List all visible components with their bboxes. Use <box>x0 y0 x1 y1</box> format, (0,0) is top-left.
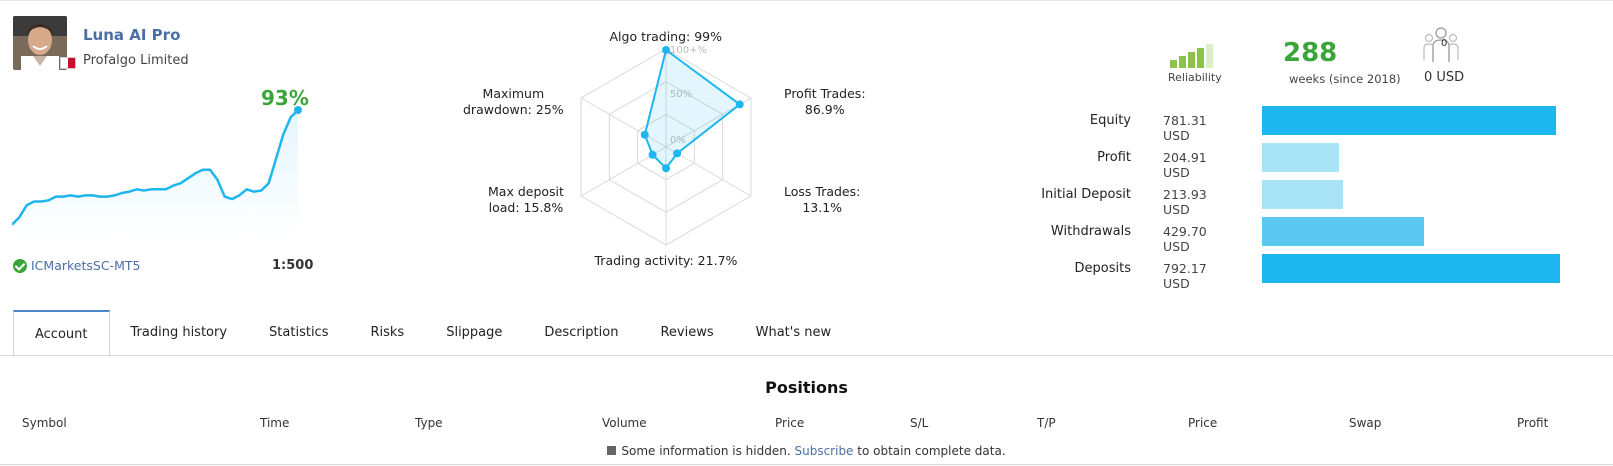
hidden-info-note: Some information is hidden. Subscribe to… <box>0 444 1613 458</box>
country-flag-icon <box>60 57 76 69</box>
radar-axis-label: Trading activity: 21.7% <box>594 253 738 268</box>
radar-axis-label: Maximum drawdown: 25% <box>463 86 564 117</box>
company-name: Profalgo Limited <box>83 53 189 68</box>
radar-axis <box>580 97 667 148</box>
growth-chart <box>12 106 302 240</box>
finance-bar <box>1262 106 1556 135</box>
finance-value: 429.70 USD <box>1163 224 1207 254</box>
top-divider <box>0 0 1613 1</box>
note-prefix: Some information is hidden. <box>621 444 791 458</box>
growth-line <box>12 109 299 226</box>
subscribers-usd: 0 USD <box>1424 70 1465 85</box>
radar-axis-label: Max deposit load: 15.8% <box>488 184 564 215</box>
tab-description[interactable]: Description <box>544 324 619 340</box>
radar-axis-label: Algo trading: 99% <box>609 29 723 44</box>
subscribe-link[interactable]: Subscribe <box>794 444 854 458</box>
finance-bar <box>1262 180 1343 209</box>
tab-account[interactable]: Account <box>13 310 110 357</box>
tab-risks[interactable]: Risks <box>370 324 405 340</box>
positions-title: Positions <box>765 378 848 397</box>
finance-label: Withdrawals <box>1050 224 1131 239</box>
avatar[interactable] <box>13 16 67 70</box>
radar-point[interactable] <box>673 149 682 158</box>
radar-point[interactable] <box>735 100 744 109</box>
column-header[interactable]: Volume <box>602 416 647 430</box>
finance-label: Profit <box>1097 150 1131 165</box>
radar-grid-label: 50% <box>670 89 692 100</box>
radar-grid-label: 100+% <box>670 45 707 56</box>
radar-grid-label: 0% <box>670 135 686 146</box>
tab-bar: Account Trading history Statistics Risks Sli… <box>13 310 852 357</box>
radar-point[interactable] <box>662 164 670 173</box>
column-header[interactable]: Profit <box>1517 416 1549 430</box>
column-header[interactable]: S/L <box>910 416 929 430</box>
tab-trading-history[interactable]: Trading history <box>130 324 228 340</box>
tab-reviews[interactable]: Reviews <box>660 324 714 340</box>
column-header[interactable]: Price <box>1188 416 1218 430</box>
radar-axis-label: Profit Trades: 86.9% <box>784 86 866 117</box>
column-header[interactable]: Time <box>260 416 290 430</box>
growth-percent: 93% <box>261 86 309 110</box>
radar-point[interactable] <box>662 45 670 54</box>
tab-statistics[interactable]: Statistics <box>269 324 329 340</box>
finance-value: 213.93 USD <box>1163 187 1207 217</box>
finance-bar <box>1262 217 1424 246</box>
column-header[interactable]: Type <box>415 416 443 430</box>
column-header[interactable]: Swap <box>1349 416 1382 430</box>
verified-check-icon <box>13 258 27 273</box>
finance-bar <box>1262 254 1560 283</box>
growth-area <box>12 110 298 240</box>
growth-end-point[interactable] <box>294 106 302 114</box>
finance-value: 781.31 USD <box>1163 113 1207 143</box>
finance-value: 204.91 USD <box>1163 150 1207 180</box>
finance-label: Equity <box>1089 113 1131 128</box>
tab-slippage[interactable]: Slippage <box>446 324 503 340</box>
note-suffix: to obtain complete data. <box>857 444 1006 458</box>
radar-value-polygon <box>643 48 742 170</box>
radar-point[interactable] <box>648 150 657 159</box>
column-header[interactable]: T/P <box>1037 416 1056 430</box>
broker-server[interactable]: ICMarketsSC-MT5 <box>13 258 140 273</box>
bottom-divider <box>0 464 1613 465</box>
weeks-count: 288 <box>1283 38 1338 68</box>
signal-name[interactable]: Luna AI Pro <box>83 26 181 44</box>
finance-bar <box>1262 143 1340 172</box>
subscribers-icon <box>1423 27 1459 62</box>
column-header[interactable]: Symbol <box>22 416 67 430</box>
radar-point[interactable] <box>640 130 649 139</box>
radar-axis-label: Loss Trades: 13.1% <box>784 184 861 215</box>
broker-server-label: ICMarketsSC-MT5 <box>31 258 141 273</box>
weeks-label: weeks (since 2018) <box>1289 72 1401 86</box>
lock-icon <box>607 446 617 455</box>
column-header[interactable]: Price <box>775 416 805 430</box>
reliability-bars-icon <box>1170 44 1213 68</box>
tab-what-s-new[interactable]: What's new <box>755 324 832 340</box>
finance-label: Initial Deposit <box>1041 187 1131 202</box>
radar-chart: 100+% 50% 0% <box>580 45 752 246</box>
tabs-divider <box>0 355 1613 356</box>
reliability-label: Reliability <box>1168 71 1222 84</box>
leverage: 1:500 <box>272 258 314 273</box>
finance-label: Deposits <box>1074 261 1131 276</box>
finance-value: 792.17 USD <box>1163 261 1207 291</box>
subscribers-count: 0 <box>1441 38 1448 49</box>
